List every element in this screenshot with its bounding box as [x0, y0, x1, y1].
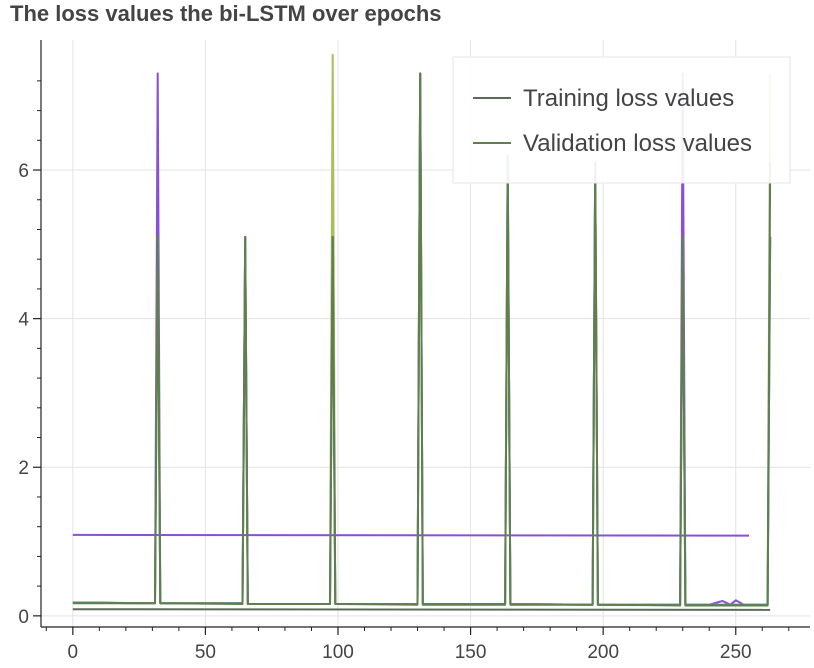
y-tick-label: 2 [18, 458, 29, 479]
y-tick-label: 0 [18, 607, 29, 628]
x-tick-label: 100 [322, 642, 354, 663]
chart-title: The loss values the bi-LSTM over epochs [10, 1, 442, 26]
x-tick-label: 200 [587, 642, 619, 663]
x-tick-label: 0 [68, 642, 79, 663]
x-tick-label: 50 [195, 642, 216, 663]
y-tick-label: 4 [18, 310, 29, 331]
legend-label: Validation loss values [523, 130, 752, 157]
series-lines [72, 53, 772, 611]
legend: Training loss values Validation loss valu… [452, 56, 791, 184]
x-tick-label: 150 [455, 642, 487, 663]
legend-box [452, 56, 791, 184]
axes: 0 2 4 6 0 50 100 150 200 250 [18, 40, 810, 663]
series-line-validation-spiky [72, 72, 772, 607]
y-tick-label: 6 [18, 161, 29, 182]
x-tick-label: 250 [720, 642, 752, 663]
series-line-training-flat [72, 608, 771, 611]
series-line-purple-flat [72, 533, 750, 537]
legend-label: Training loss values [523, 85, 734, 112]
